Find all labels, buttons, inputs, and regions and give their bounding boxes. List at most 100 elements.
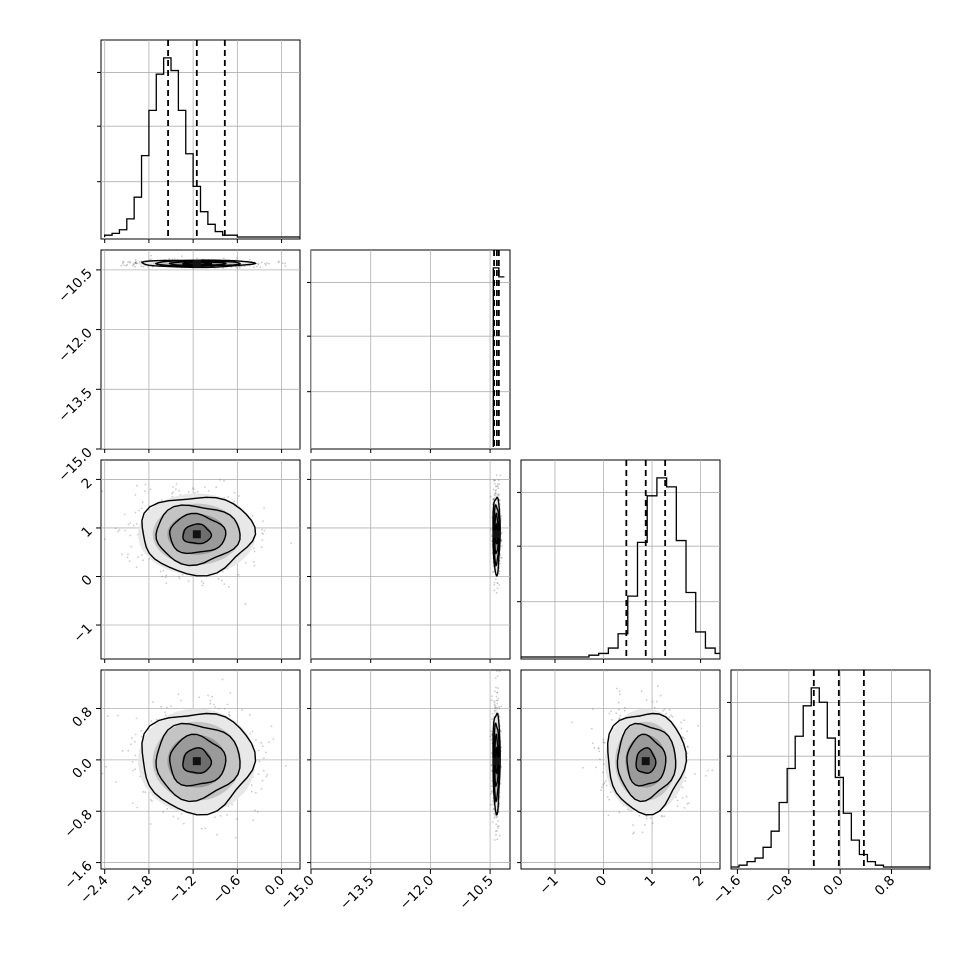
y-tick-label: 0.0 <box>69 755 96 782</box>
sample-point <box>611 719 613 721</box>
sample-point <box>619 714 622 717</box>
sample-point <box>202 582 205 585</box>
sample-point <box>495 816 498 819</box>
sample-point <box>490 495 492 498</box>
sample-point <box>618 718 620 721</box>
contour-line <box>182 523 213 545</box>
sample-point <box>493 497 495 500</box>
sample-point <box>200 580 203 583</box>
sample-point <box>600 789 602 792</box>
histogram <box>521 477 720 658</box>
sample-point <box>252 819 255 822</box>
sample-point <box>140 735 143 738</box>
hist-content <box>101 40 300 239</box>
sample-point <box>181 255 183 258</box>
sample-point <box>121 553 123 556</box>
density-peak <box>641 757 650 766</box>
sample-point <box>201 584 204 587</box>
sample-point <box>641 831 644 834</box>
sample-point <box>496 582 499 584</box>
sample-point <box>500 540 503 542</box>
sample-point <box>492 800 494 802</box>
sample-point <box>128 560 131 563</box>
sample-point <box>623 709 626 712</box>
sample-point <box>498 716 501 718</box>
sample-point <box>266 262 268 265</box>
sample-point <box>601 771 604 774</box>
y-tick-label: −15.0 <box>55 445 96 486</box>
sample-point <box>223 707 226 710</box>
sample-point <box>498 706 500 708</box>
sample-point <box>493 807 495 810</box>
sample-point <box>155 718 158 721</box>
sample-point <box>207 694 209 697</box>
sample-point <box>491 791 494 793</box>
panel-frame <box>100 669 301 870</box>
sample-point <box>261 532 264 535</box>
sample-point <box>491 571 494 573</box>
density-peak <box>192 757 201 766</box>
sample-point <box>257 262 260 265</box>
x-tick-label: 2 <box>690 873 707 890</box>
sample-point <box>132 263 135 266</box>
sample-point <box>263 757 265 760</box>
sample-point <box>196 257 198 260</box>
sample-point <box>238 266 241 269</box>
x-tick-label: −1 <box>536 873 561 898</box>
sample-point <box>499 474 502 477</box>
sample-point <box>114 781 117 783</box>
sample-point <box>606 796 609 798</box>
sample-point <box>495 699 498 702</box>
sample-point <box>253 564 256 567</box>
sample-point <box>182 822 185 825</box>
sample-point <box>497 820 499 822</box>
sample-point <box>302 818 304 820</box>
sample-point <box>222 267 225 269</box>
sample-point <box>490 752 493 754</box>
sample-point <box>285 765 287 767</box>
sample-point <box>238 495 240 497</box>
histogram <box>492 267 505 447</box>
sample-point <box>638 814 641 817</box>
hist-panel-2 <box>517 459 721 660</box>
sample-point <box>198 696 201 699</box>
sample-point <box>268 262 270 265</box>
sample-point <box>180 813 183 815</box>
sample-point <box>660 814 663 817</box>
sample-point <box>227 496 230 498</box>
sample-point <box>671 715 674 718</box>
sample-point <box>640 690 643 693</box>
sample-point <box>683 807 686 809</box>
sample-point <box>582 766 584 769</box>
sample-point <box>251 730 254 733</box>
sample-point <box>127 553 129 556</box>
sample-point <box>128 260 131 263</box>
sample-point <box>130 545 133 548</box>
sample-point <box>223 479 225 482</box>
x-tick-label: −0.6 <box>210 873 244 907</box>
y-tick-label: −10.5 <box>55 265 96 306</box>
sample-point <box>604 780 607 782</box>
histogram <box>104 57 300 238</box>
sample-point <box>686 752 689 755</box>
sample-point <box>492 803 494 806</box>
sample-point <box>705 774 707 777</box>
panel-frame <box>730 669 931 870</box>
sample-point <box>262 520 264 522</box>
sample-point <box>135 717 138 720</box>
sample-point <box>498 707 501 710</box>
sample-point <box>231 803 234 806</box>
sample-point <box>136 262 139 265</box>
sample-point <box>494 814 496 817</box>
sample-point <box>236 267 239 269</box>
y-tick-label: −13.5 <box>55 385 96 426</box>
sample-point <box>644 824 646 826</box>
sample-point <box>495 830 497 833</box>
pair-content <box>311 460 510 659</box>
sample-point <box>492 498 495 501</box>
sample-point <box>101 490 104 493</box>
sample-point <box>135 262 137 264</box>
sample-point <box>140 265 143 268</box>
sample-point <box>490 699 493 701</box>
